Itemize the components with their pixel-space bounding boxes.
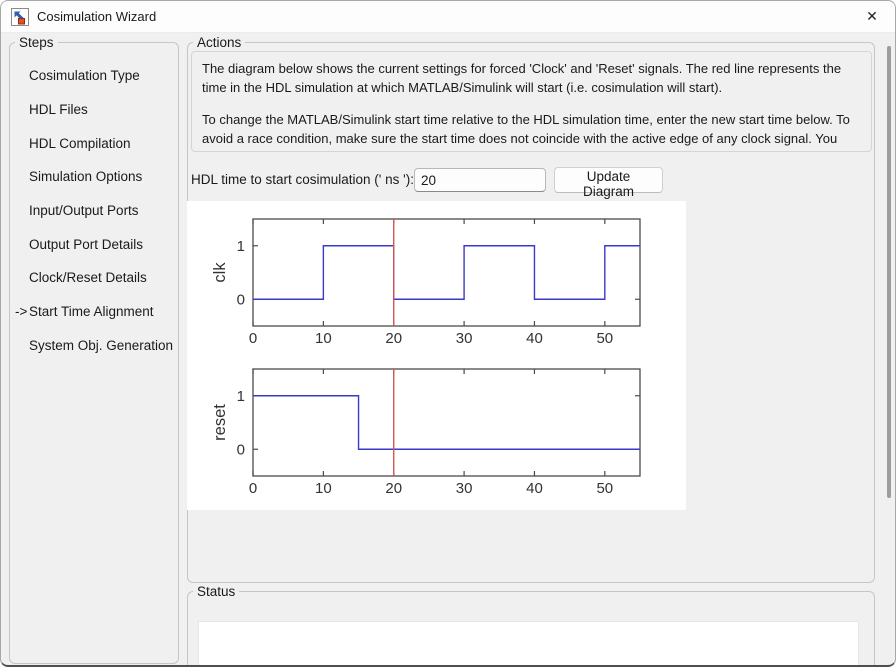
status-textarea[interactable] [198, 621, 859, 665]
axes-frame [252, 368, 641, 477]
reset-axes: 0 10 20 30 40 50 0 1 reset [211, 368, 641, 497]
sidebar-item-input-output-ports: Input/Output Ports [10, 194, 178, 228]
vertical-scrollbar-thumb[interactable] [887, 46, 891, 498]
x-tick-label: 0 [249, 330, 257, 347]
y-tick-label: 1 [237, 238, 245, 255]
actions-legend: Actions [197, 35, 242, 50]
x-tick-label: 0 [249, 480, 257, 497]
x-tick-label: 20 [385, 480, 402, 497]
x-tick-label: 40 [526, 330, 543, 347]
clk-ylabel: clk [211, 262, 229, 283]
x-tick-label: 50 [596, 330, 613, 347]
description-paragraph-1: The diagram below shows the current sett… [202, 61, 842, 95]
y-tick-label: 0 [237, 291, 245, 308]
sidebar-item-label: Cosimulation Type [29, 68, 140, 84]
sidebar-item-simulation-options: Simulation Options [10, 160, 178, 194]
x-tick-label: 40 [526, 480, 543, 497]
reset-ylabel: reset [211, 404, 229, 441]
close-button[interactable]: ✕ [866, 8, 878, 24]
steps-list: Cosimulation Type HDL Files HDL Compilatio… [10, 50, 178, 362]
x-tick-label: 50 [596, 480, 613, 497]
description-paragraph-2: To change the MATLAB/Simulink start time… [202, 112, 850, 151]
y-tick-label: 0 [237, 441, 245, 458]
actions-description: The diagram below shows the current sett… [191, 51, 872, 152]
x-tick-label: 30 [456, 330, 473, 347]
clk-signal-line [253, 245, 640, 300]
current-step-arrow: -> [15, 304, 28, 320]
sidebar-item-label: HDL Files [29, 102, 88, 118]
status-panel: Status [187, 584, 875, 665]
sidebar-item-hdl-compilation: HDL Compilation [10, 126, 178, 160]
waveform-figure-panel: 0 10 20 30 40 50 0 1 clk 0 10 20 30 40 50 0 1 reset [187, 201, 686, 510]
sidebar-item-output-port-details: Output Port Details [10, 227, 178, 261]
x-tick-label: 30 [456, 480, 473, 497]
sidebar-item-start-time-alignment: -> Start Time Alignment [10, 295, 178, 329]
steps-legend: Steps [19, 35, 54, 50]
hdl-time-label: HDL time to start cosimulation (' ns '): [191, 172, 414, 187]
sidebar-item-label: Output Port Details [29, 236, 144, 252]
steps-panel: Steps Cosimulation Type HDL Files HDL Comp… [9, 35, 179, 664]
reset-signal-line [253, 395, 640, 450]
sidebar-item-label: Input/Output Ports [29, 203, 139, 219]
sidebar-item-system-obj-generation: System Obj. Generation [10, 329, 178, 363]
x-tick-label: 10 [315, 480, 332, 497]
x-tick-label: 10 [315, 330, 332, 347]
sidebar-item-cosimulation-type: Cosimulation Type [10, 59, 178, 93]
waveform-figure: 0 10 20 30 40 50 0 1 clk 0 10 20 30 40 50 0 1 reset [211, 218, 641, 497]
simulink-app-icon [11, 7, 29, 26]
status-legend: Status [197, 584, 236, 599]
sidebar-item-label: System Obj. Generation [29, 337, 174, 353]
sidebar-item-label: Start Time Alignment [29, 304, 154, 320]
sidebar-item-label: HDL Compilation [29, 135, 131, 151]
update-diagram-button[interactable]: Update Diagram [554, 167, 663, 199]
y-tick-label: 1 [237, 388, 245, 405]
axes-frame [252, 218, 641, 327]
clk-axes: 0 10 20 30 40 50 0 1 clk [211, 218, 641, 347]
sidebar-item-hdl-files: HDL Files [10, 93, 178, 127]
sidebar-item-clock-reset-details: Clock/Reset Details [10, 261, 178, 295]
hdl-time-input[interactable] [414, 168, 546, 192]
titlebar: Cosimulation Wizard ✕ [1, 1, 895, 33]
sidebar-item-label: Clock/Reset Details [29, 270, 147, 286]
x-tick-label: 20 [385, 330, 402, 347]
sidebar-item-label: Simulation Options [29, 169, 143, 185]
window-title: Cosimulation Wizard [37, 9, 157, 24]
